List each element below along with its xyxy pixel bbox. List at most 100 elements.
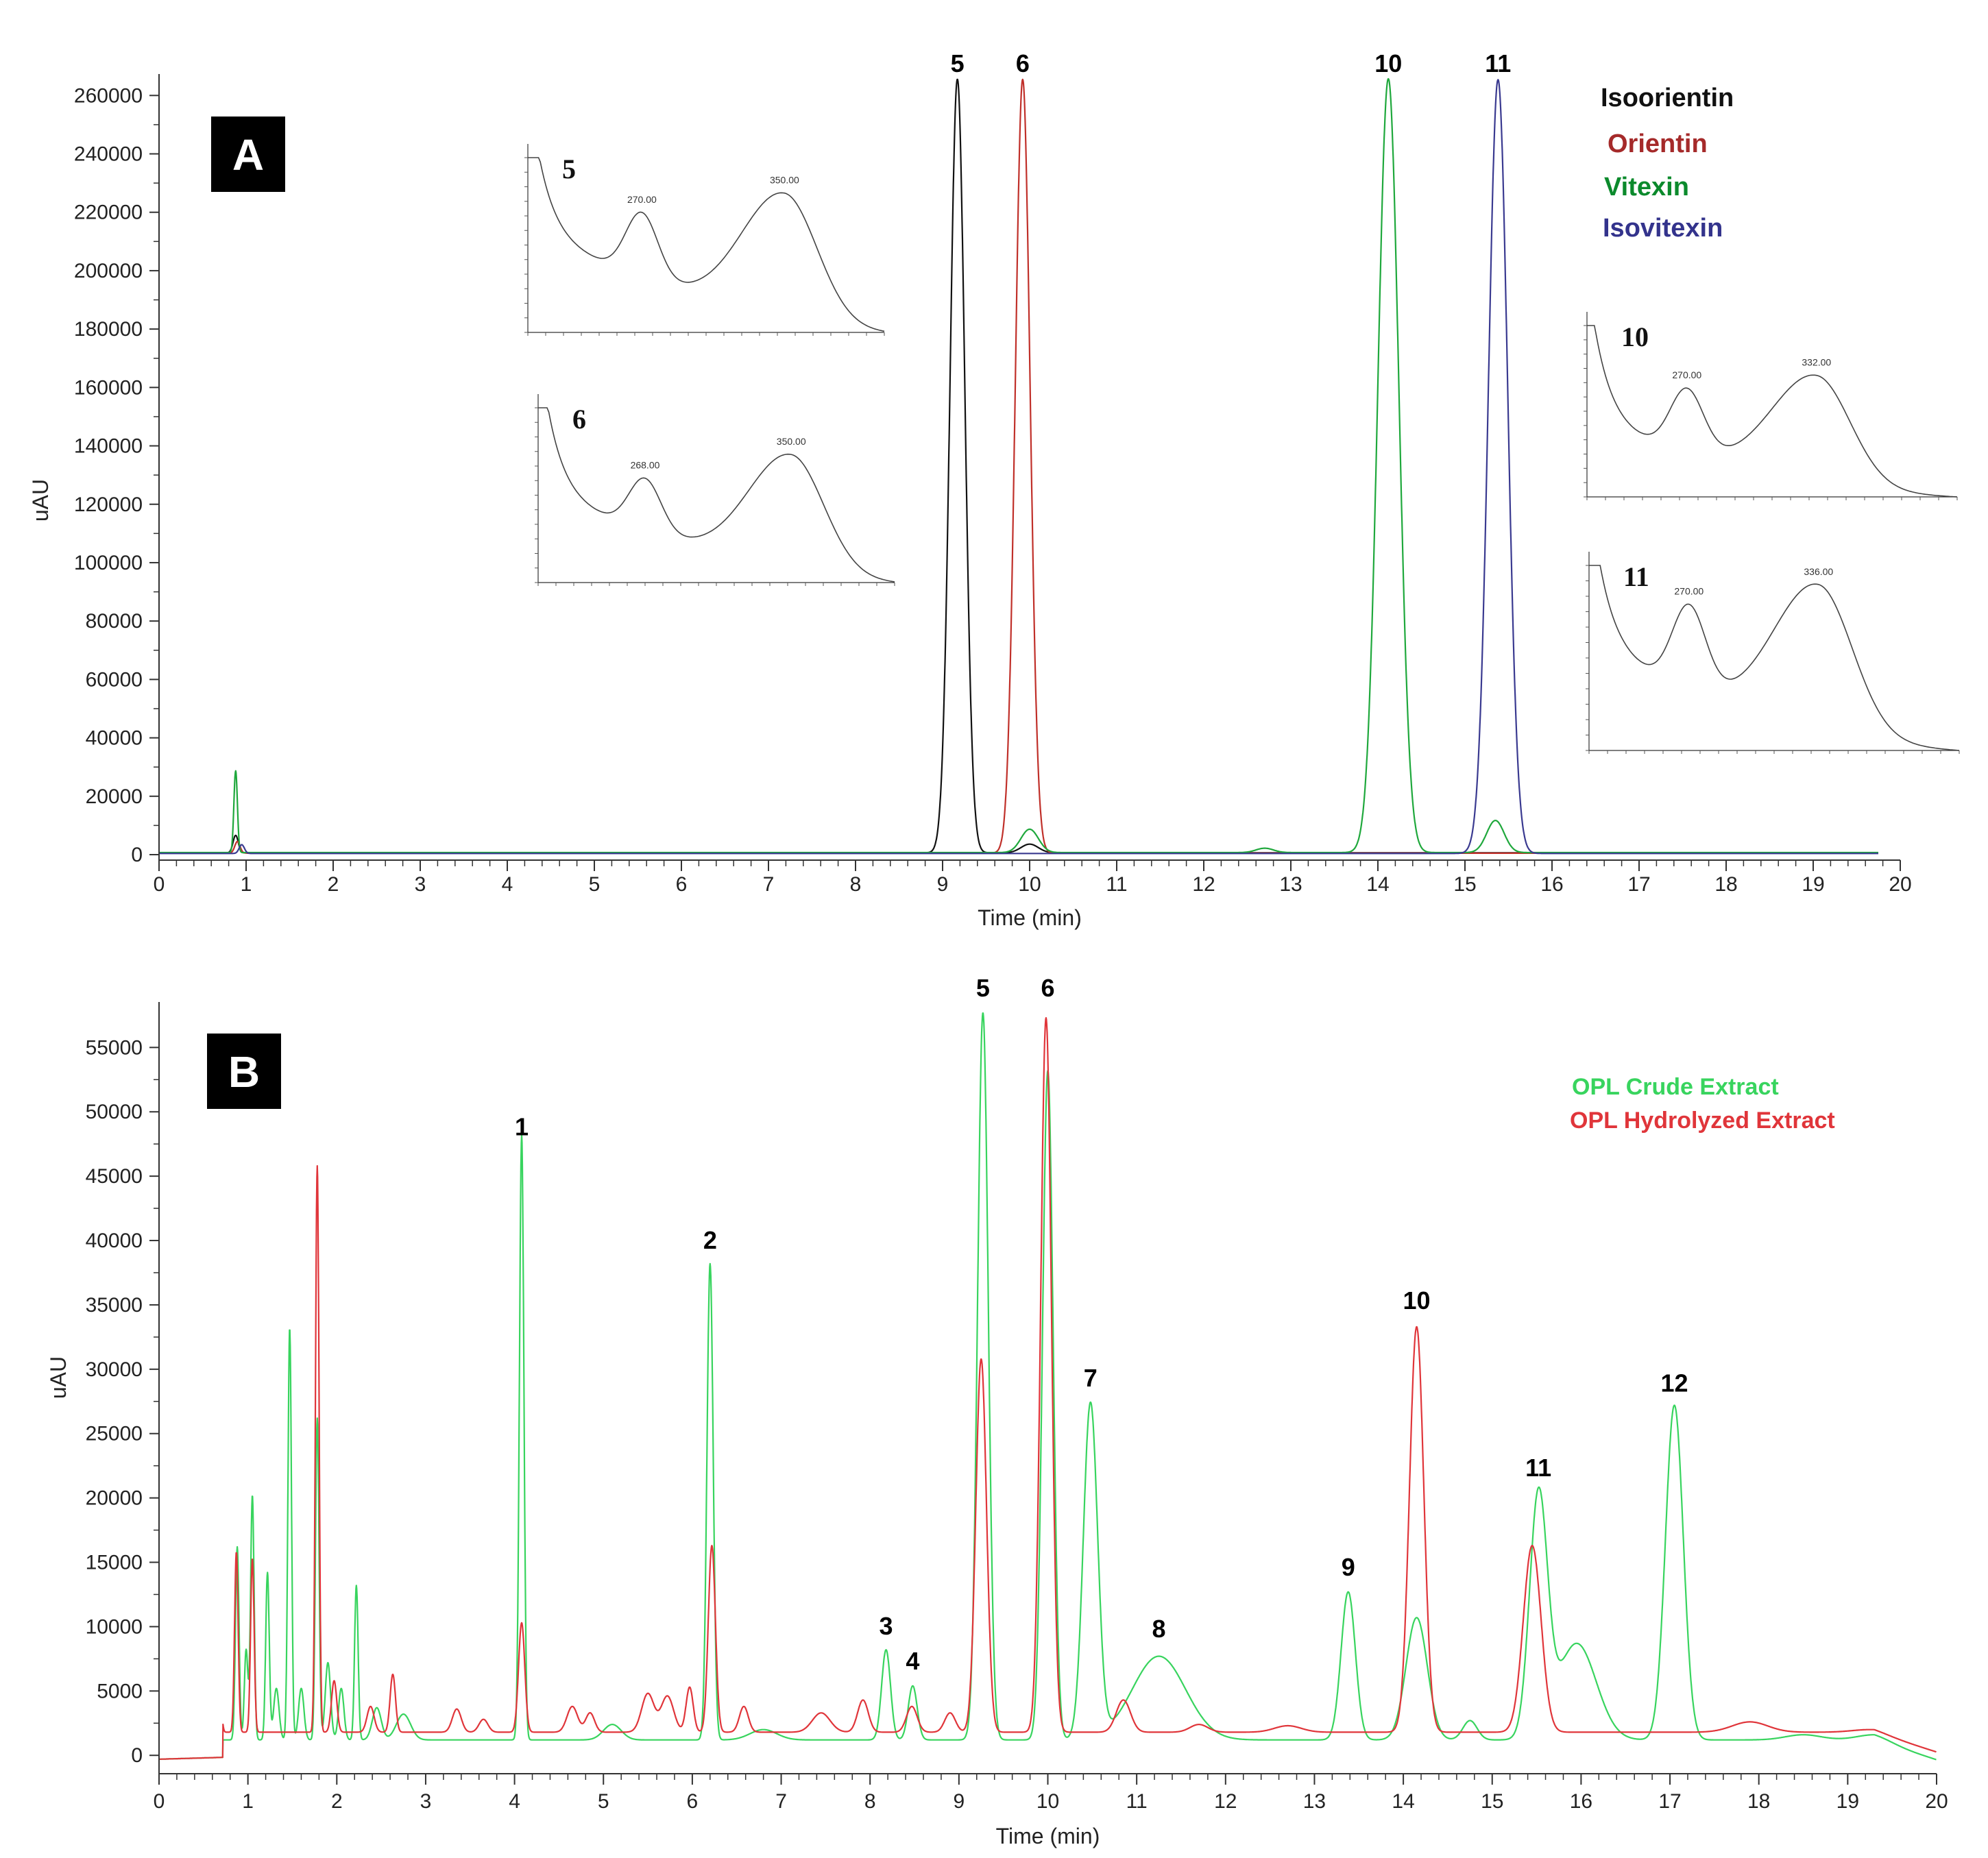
peak-label: 5 [951, 49, 965, 77]
panel-a-badge: A [211, 117, 285, 192]
inset-peak-label: 270.00 [1674, 586, 1704, 597]
x-tick-label: 9 [937, 873, 949, 896]
x-tick-label: 12 [1214, 1790, 1237, 1813]
inset-peak-label: 350.00 [770, 175, 799, 186]
series-line-opl-hydrolyzed-extract [158, 1017, 1937, 1760]
peak-label: 2 [703, 1226, 717, 1254]
x-tick-label: 15 [1481, 1790, 1503, 1813]
x-tick-label: 0 [154, 1790, 165, 1813]
inset-label: 5 [562, 154, 576, 184]
inset-peak-label: 350.00 [777, 436, 806, 447]
y-tick-label: 20000 [86, 1487, 143, 1510]
peak-label: 4 [906, 1647, 919, 1675]
inset-spectrum-line [1587, 325, 1958, 498]
panel-a-letter: A [232, 130, 264, 180]
y-tick-label: 35000 [86, 1294, 143, 1317]
y-tick-label: 20000 [86, 785, 143, 808]
peak-label: 11 [1485, 49, 1511, 77]
inset-label: 6 [572, 404, 586, 435]
y-tick-label: 40000 [86, 727, 143, 750]
inset-peak-label: 332.00 [1802, 357, 1831, 368]
legend-crude-extract: OPL Crude Extract [1572, 1074, 1779, 1100]
peak-label: 12 [1661, 1369, 1688, 1397]
x-tick-label: 19 [1802, 873, 1824, 896]
y-tick-label: 120000 [74, 493, 143, 516]
y-tick-label: 200000 [74, 260, 143, 282]
y-tick-label: 0 [131, 1744, 143, 1767]
legend-isovitexin: Isovitexin [1603, 214, 1723, 243]
uv-spectrum-insets: 5 270.00 350.00 6 268.00 350.00 10 270.00 332.00… [524, 144, 1960, 754]
legend-isoorientin: Isoorientin [1601, 84, 1734, 112]
x-tick-label: 5 [589, 873, 601, 896]
x-tick-label: 7 [763, 873, 775, 896]
x-tick-label: 14 [1366, 873, 1389, 896]
inset-spectrum-line [1589, 565, 1960, 751]
y-tick-label: 240000 [74, 143, 143, 166]
panel-b-legend: OPL Crude Extract OPL Hydrolyzed Extract [1570, 1074, 1835, 1134]
x-tick-label: 13 [1303, 1790, 1326, 1813]
series-line-vitexin [158, 77, 1879, 854]
uv-spectrum-inset-6: 6 268.00 350.00 [535, 394, 895, 586]
x-tick-label: 20 [1889, 873, 1911, 896]
x-tick-label: 2 [328, 873, 339, 896]
y-axis-title: uAU [46, 1356, 71, 1399]
y-tick-label: 55000 [86, 1036, 143, 1059]
x-tick-label: 7 [775, 1790, 787, 1813]
x-tick-label: 3 [415, 873, 426, 896]
x-tick-label: 16 [1540, 873, 1563, 896]
y-tick-label: 50000 [86, 1101, 143, 1123]
x-tick-label: 19 [1837, 1790, 1859, 1813]
inset-spectrum-line [528, 157, 885, 332]
inset-label: 10 [1621, 321, 1649, 352]
panel-b-badge: B [207, 1034, 281, 1109]
panel-a-chart: 5 6 10 11 0 1 2 3 4 5 6 7 8 9 10 11 12 13 14 15 16 17 18 19 200… [0, 0, 1988, 932]
panel-a-legend: Isoorientin Orientin Vitexin Isovitexin [1601, 84, 1734, 243]
x-tick-label: 11 [1106, 873, 1127, 896]
y-tick-label: 10000 [86, 1615, 143, 1638]
x-tick-label: 6 [687, 1790, 699, 1813]
x-tick-label: 16 [1570, 1790, 1592, 1813]
panel-b-letter: B [228, 1047, 260, 1097]
y-tick-label: 160000 [74, 376, 143, 399]
peak-label: 11 [1525, 1454, 1551, 1482]
y-tick-label: 180000 [74, 318, 143, 341]
x-tick-label: 8 [864, 1790, 876, 1813]
peak-label: 6 [1016, 49, 1030, 77]
peak-label: 5 [976, 974, 990, 1002]
x-tick-label: 0 [154, 873, 165, 896]
legend-hydrolyzed-extract: OPL Hydrolyzed Extract [1570, 1108, 1835, 1134]
y-tick-label: 220000 [74, 201, 143, 224]
y-tick-label: 140000 [74, 435, 143, 458]
inset-label: 11 [1623, 561, 1649, 592]
y-tick-label: 80000 [86, 610, 143, 633]
peak-label: 7 [1084, 1364, 1098, 1392]
inset-peak-label: 270.00 [627, 194, 657, 205]
panel-a-plot: 5 6 10 11 [158, 49, 1879, 855]
x-tick-label: 4 [502, 873, 513, 896]
y-tick-label: 0 [131, 844, 143, 866]
y-tick-label: 15000 [86, 1552, 143, 1574]
y-tick-label: 60000 [86, 668, 143, 691]
panel-a-background [0, 0, 1988, 932]
x-tick-label: 4 [509, 1790, 520, 1813]
x-axis-title: Time (min) [978, 905, 1082, 930]
x-tick-label: 17 [1627, 873, 1650, 896]
uv-spectrum-inset-5: 5 270.00 350.00 [524, 144, 885, 336]
x-axis-title: Time (min) [996, 1824, 1100, 1848]
x-tick-label: 20 [1925, 1790, 1948, 1813]
y-tick-label: 100000 [74, 552, 143, 574]
inset-peak-label: 270.00 [1672, 369, 1701, 380]
x-tick-label: 17 [1658, 1790, 1681, 1813]
y-tick-label: 45000 [86, 1165, 143, 1188]
x-tick-label: 18 [1714, 873, 1737, 896]
y-tick-label: 40000 [86, 1230, 143, 1252]
peak-label: 10 [1403, 1286, 1431, 1315]
legend-orientin: Orientin [1608, 130, 1708, 158]
x-tick-label: 11 [1126, 1790, 1148, 1813]
x-tick-label: 15 [1453, 873, 1476, 896]
legend-vitexin: Vitexin [1604, 173, 1689, 201]
peak-label: 3 [880, 1612, 893, 1640]
peak-label: 10 [1374, 49, 1402, 77]
